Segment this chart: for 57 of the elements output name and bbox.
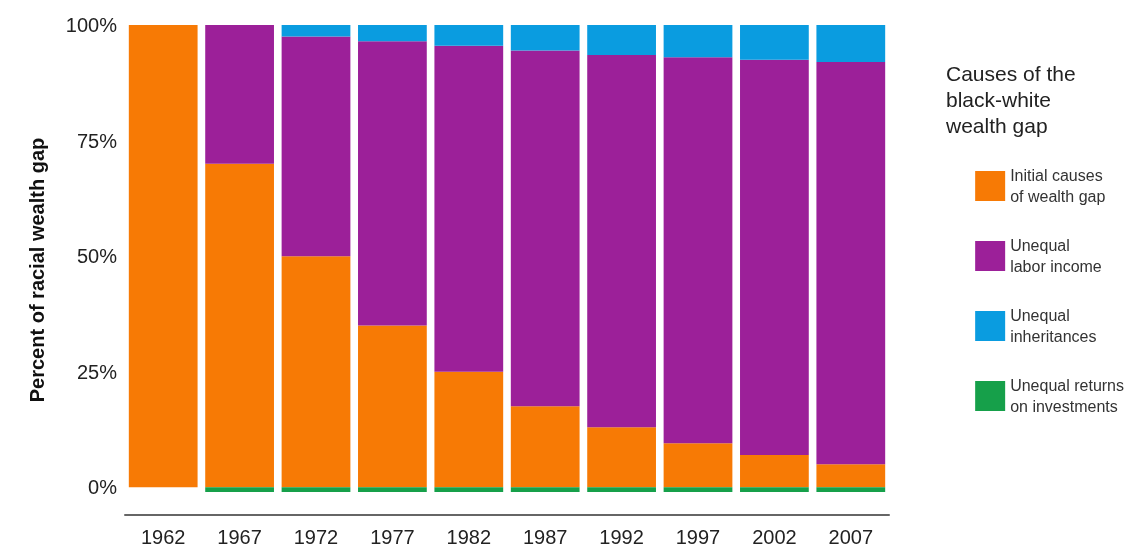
- bar: [205, 487, 274, 492]
- x-tick-label: 1997: [675, 526, 721, 548]
- bar: [663, 487, 733, 492]
- bar: [510, 487, 580, 492]
- x-tick-label: 1962: [140, 526, 186, 548]
- bar: [663, 25, 733, 58]
- bar: [816, 61, 886, 465]
- bar: [358, 41, 427, 326]
- bar: [740, 59, 809, 455]
- y-tick-label: 100%: [65, 14, 118, 36]
- bar: [587, 487, 656, 492]
- bar: [587, 427, 656, 488]
- y-tick-label: 0%: [88, 476, 118, 499]
- y-axis-title: Percent of racial wealth gap: [26, 137, 48, 403]
- bar: [510, 406, 580, 488]
- legend-label: Unequal returns on investments: [1010, 377, 1124, 415]
- bar: [434, 371, 504, 488]
- bar: [816, 487, 886, 492]
- bar: [816, 464, 886, 488]
- bar: [434, 25, 504, 46]
- x-tick-label: 1992: [599, 526, 644, 548]
- y-tick-label: 25%: [76, 360, 118, 383]
- legend-label: Unequal inheritances: [1010, 307, 1097, 345]
- bar: [281, 256, 351, 488]
- bar: [358, 25, 427, 42]
- bar: [434, 487, 504, 492]
- bar: [281, 36, 351, 257]
- x-tick-label: 1987: [522, 526, 568, 548]
- bar: [281, 487, 351, 492]
- bar: [358, 487, 427, 492]
- x-tick-label: 1972: [293, 526, 339, 548]
- y-tick-label: 50%: [76, 245, 118, 268]
- legend-label: Initial causes of wealth gap: [1010, 167, 1106, 205]
- legend-title: Causes of the black-white wealth gap: [945, 61, 1082, 137]
- bar: [510, 50, 580, 407]
- x-tick-label: 1977: [370, 526, 415, 548]
- bar: [510, 25, 580, 51]
- y-tick-label: 75%: [76, 129, 118, 152]
- bar: [205, 163, 274, 488]
- bar: [816, 25, 886, 62]
- bar: [740, 454, 809, 488]
- x-tick-label: 2002: [752, 526, 797, 548]
- bar: [358, 325, 427, 488]
- bar: [205, 25, 274, 164]
- bar: [281, 25, 351, 37]
- bar: [740, 487, 809, 492]
- legend-label: Unequal labor income: [1010, 237, 1102, 275]
- bar: [128, 25, 198, 488]
- bar: [663, 57, 733, 444]
- bar: [434, 45, 504, 372]
- x-tick-label: 1982: [446, 526, 492, 548]
- bar: [663, 443, 733, 488]
- x-tick-label: 2007: [828, 526, 874, 548]
- bar: [587, 25, 656, 56]
- x-tick-label: 1967: [217, 526, 262, 548]
- bar: [740, 25, 809, 60]
- bar: [587, 55, 656, 428]
